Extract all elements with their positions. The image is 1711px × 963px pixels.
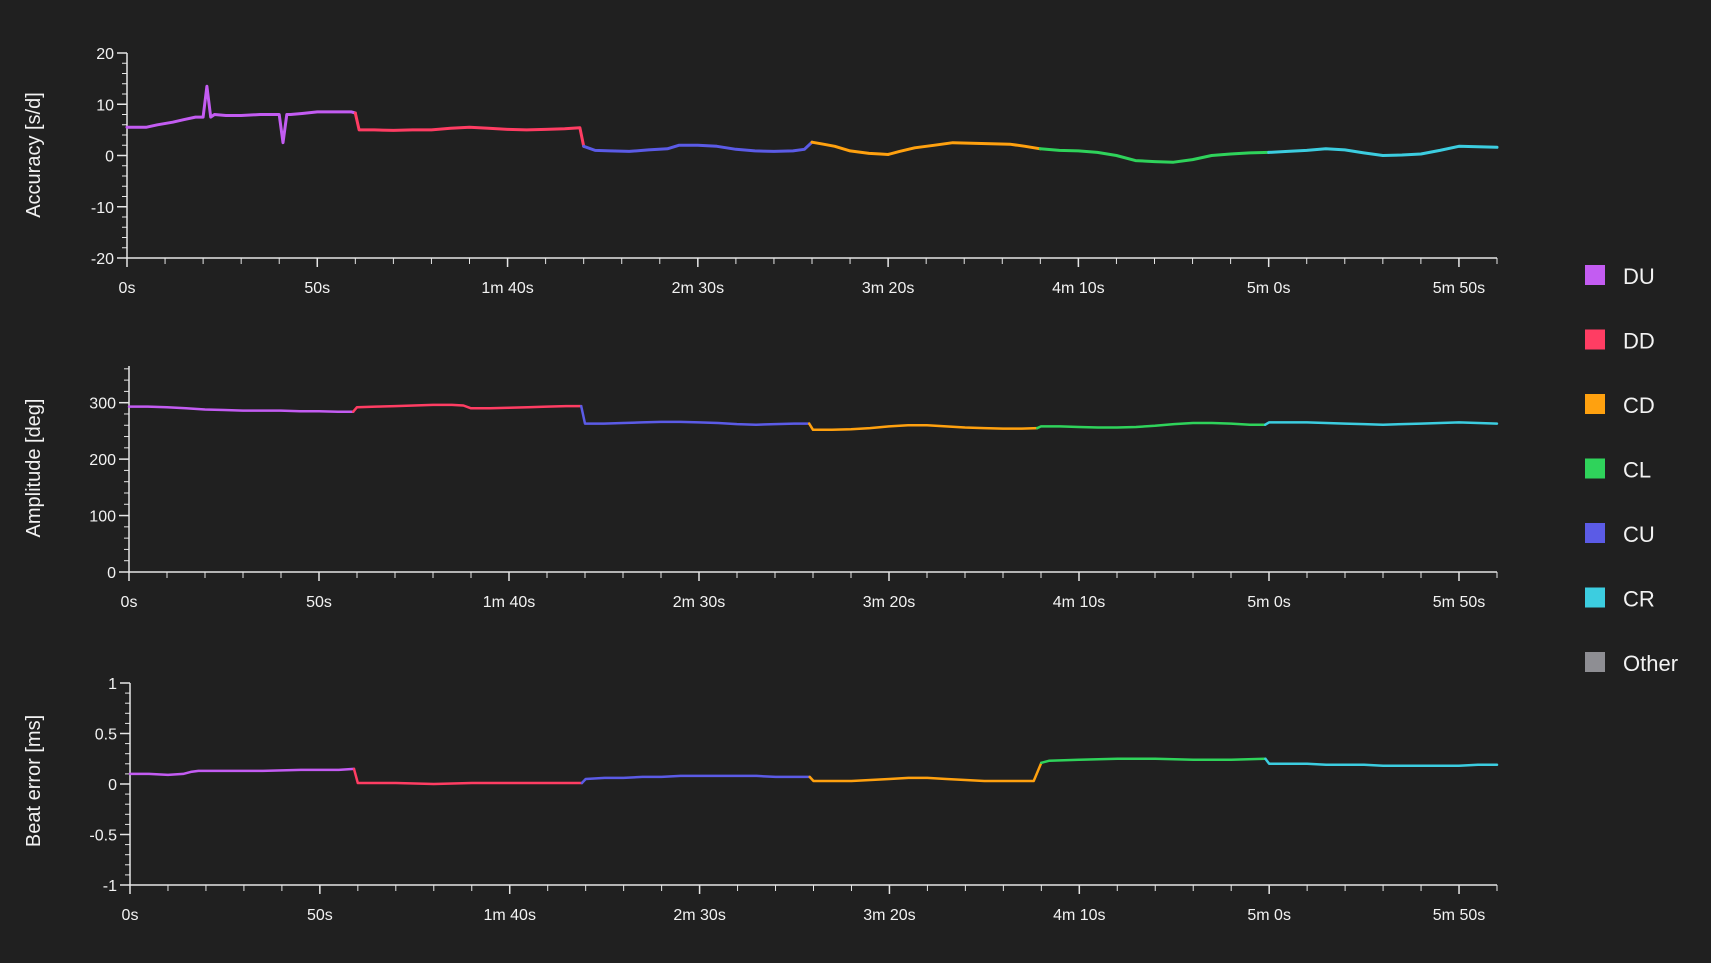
series-line-cu: [579, 404, 811, 426]
legend-swatch: [1585, 329, 1605, 350]
series-line-du: [128, 767, 356, 777]
y-tick-label: 0: [105, 149, 114, 166]
y-tick-label: -0.5: [89, 828, 117, 845]
y-tick-label: -10: [91, 200, 114, 217]
legend-label: CU: [1623, 522, 1655, 547]
x-tick-label: 0s: [122, 907, 139, 924]
panel-3: 1 0.5 0 -0.5 -1 0s 50s 1m 40s 2m 30s 3m 20s 4m 10s…: [23, 676, 1499, 924]
x-tick-label: 50s: [307, 907, 333, 924]
series-line-cd: [810, 140, 1042, 156]
legend-label: Other: [1623, 651, 1678, 676]
y-tick-label: 0: [108, 777, 117, 794]
x-tick-label: 0s: [119, 280, 136, 297]
x-tick-label: 5m 50s: [1433, 907, 1485, 924]
series-line-dd: [353, 111, 586, 148]
x-tick-label: 3m 20s: [863, 907, 915, 924]
y-tick-label: 200: [89, 452, 116, 469]
y-axis-title: Beat error [ms]: [23, 715, 45, 847]
x-tick-label: 2m 30s: [673, 594, 725, 611]
legend: DU DD CD CL CU CR Other: [1585, 264, 1678, 676]
legend-swatch: [1585, 265, 1605, 285]
legend-label: DU: [1623, 264, 1655, 289]
x-tick-label: 0s: [121, 594, 138, 611]
series-line-dd: [351, 403, 583, 413]
x-tick-label: 1m 40s: [483, 594, 535, 611]
y-tick-label: 1: [108, 676, 117, 693]
y-tick-label: 10: [96, 97, 114, 114]
legend-label: CD: [1623, 393, 1655, 418]
legend-swatch: [1585, 458, 1605, 479]
y-axis-title: Amplitude [deg]: [23, 399, 45, 538]
legend-swatch: [1585, 652, 1605, 672]
x-tick-label: 50s: [304, 280, 330, 297]
x-tick-label: 4m 10s: [1052, 280, 1104, 297]
legend-swatch: [1585, 523, 1605, 543]
panel-2: 300 200 100 0 0s 50s 1m 40s 2m 30s 3m 20s 4m 10s 5…: [23, 366, 1499, 611]
legend-label: CL: [1623, 458, 1651, 483]
x-tick-label: 3m 20s: [862, 280, 914, 297]
series-line-cu: [582, 140, 814, 153]
series-line-cr: [1263, 421, 1499, 426]
x-tick-label: 5m 50s: [1433, 594, 1485, 611]
series-line-dd: [352, 767, 584, 786]
legend-item-cd: CD: [1585, 393, 1655, 418]
x-tick-label: 3m 20s: [863, 594, 915, 611]
x-tick-label: 5m 0s: [1247, 280, 1291, 297]
legend-label: DD: [1623, 329, 1655, 354]
series-line-cd: [808, 761, 1043, 783]
series-line-cd: [807, 422, 1039, 432]
x-tick-label: 5m 0s: [1247, 907, 1291, 924]
y-tick-label: -1: [103, 878, 117, 895]
series-line-cl: [1040, 757, 1267, 765]
legend-swatch: [1585, 394, 1605, 414]
y-tick-label: 0: [107, 565, 116, 582]
y-tick-label: 100: [89, 509, 116, 526]
legend-item-dd: DD: [1585, 329, 1655, 354]
legend-item-cu: CU: [1585, 522, 1655, 547]
series-line-du: [125, 84, 357, 145]
x-tick-label: 1m 40s: [481, 280, 533, 297]
y-tick-label: 300: [89, 396, 116, 413]
x-tick-label: 5m 50s: [1433, 280, 1485, 297]
x-tick-label: 5m 0s: [1247, 594, 1291, 611]
legend-swatch: [1585, 587, 1605, 608]
x-tick-label: 4m 10s: [1053, 594, 1105, 611]
x-tick-label: 2m 30s: [673, 907, 725, 924]
legend-item-other: Other: [1585, 651, 1678, 676]
series-line-cl: [1038, 147, 1271, 164]
panel-1: 20 10 0 -10 -20 0s 50s 1m 40s 2m 30s 3m 20s 4m 10s…: [23, 46, 1499, 297]
x-tick-label: 50s: [306, 594, 332, 611]
y-axis-title: Accuracy [s/d]: [23, 92, 45, 218]
series-line-cl: [1035, 421, 1267, 430]
y-tick-label: -20: [91, 251, 114, 268]
series-line-du: [127, 405, 355, 413]
series-line-cr: [1267, 144, 1499, 157]
legend-item-du: DU: [1585, 264, 1655, 289]
series-line-cu: [580, 774, 811, 785]
legend-label: CR: [1623, 587, 1655, 612]
x-tick-label: 4m 10s: [1053, 907, 1105, 924]
legend-item-cr: CR: [1585, 587, 1655, 612]
x-tick-label: 1m 40s: [483, 907, 535, 924]
y-tick-label: 20: [96, 46, 114, 63]
series-line-cr: [1264, 757, 1499, 768]
x-tick-label: 2m 30s: [672, 280, 724, 297]
y-tick-label: 0.5: [95, 727, 117, 744]
legend-item-cl: CL: [1585, 458, 1651, 483]
